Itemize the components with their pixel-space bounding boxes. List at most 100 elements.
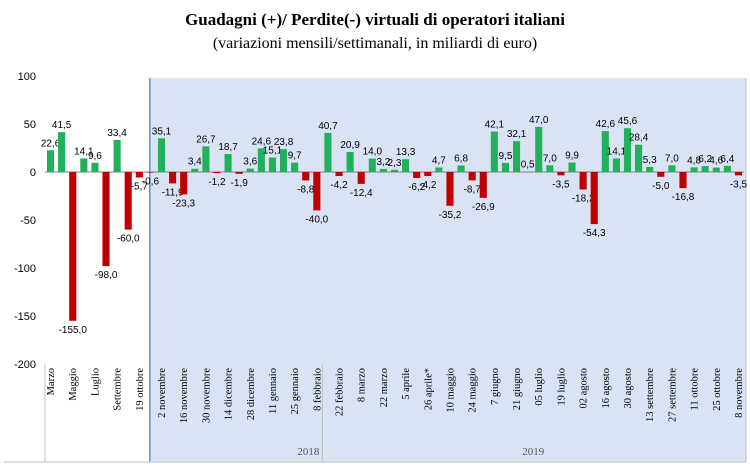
data-label: 4,8 bbox=[687, 155, 701, 166]
x-tick-label: 22 febbraio bbox=[335, 368, 346, 416]
bar bbox=[501, 162, 510, 172]
bar bbox=[734, 172, 743, 176]
bar bbox=[302, 172, 310, 181]
data-label: 0,5 bbox=[521, 160, 535, 171]
data-label: 47,0 bbox=[529, 115, 549, 126]
bar bbox=[169, 172, 177, 184]
y-tick-label: 0 bbox=[30, 167, 36, 179]
bar bbox=[568, 162, 576, 172]
bar bbox=[213, 172, 221, 174]
x-tick-label: 8 marzo bbox=[357, 368, 368, 402]
data-label: -3,5 bbox=[730, 179, 748, 190]
bar bbox=[180, 172, 188, 195]
data-label: -155,0 bbox=[59, 325, 88, 336]
data-label: 20,9 bbox=[340, 140, 360, 151]
data-label: 35,1 bbox=[152, 126, 172, 137]
bar bbox=[113, 139, 121, 172]
bar bbox=[146, 172, 154, 173]
x-tick-label: 13 settembre bbox=[645, 368, 656, 422]
x-tick-label: 26 aprile* bbox=[423, 368, 434, 410]
bar bbox=[291, 162, 299, 172]
x-tick-label: 19 luglio bbox=[556, 368, 567, 406]
bar bbox=[546, 165, 554, 172]
data-label: -6,2 bbox=[408, 182, 426, 193]
x-tick-label: Marzo bbox=[46, 368, 57, 395]
data-label: -40,0 bbox=[305, 214, 328, 225]
data-label: -60,0 bbox=[117, 234, 140, 245]
data-label: 9,5 bbox=[498, 151, 512, 162]
data-label: 40,7 bbox=[318, 121, 338, 132]
data-label: 3,4 bbox=[188, 157, 202, 168]
x-tick-label: 19 ottobre bbox=[135, 368, 146, 411]
data-label: 32,1 bbox=[507, 129, 527, 140]
bar bbox=[579, 172, 587, 190]
bar bbox=[91, 162, 99, 172]
chart-title: Guadagni (+)/ Perdite(-) virtuali di ope… bbox=[185, 10, 565, 29]
y-tick-label: -50 bbox=[20, 215, 36, 227]
bar bbox=[446, 172, 454, 206]
bar bbox=[69, 172, 77, 321]
data-label: -4,2 bbox=[419, 180, 437, 191]
bar bbox=[512, 141, 521, 172]
data-label: -54,3 bbox=[583, 228, 606, 239]
bar bbox=[246, 168, 254, 172]
x-tick-label: 8 febbraio bbox=[312, 368, 323, 411]
bar bbox=[313, 172, 321, 211]
bar bbox=[712, 167, 720, 172]
bar bbox=[268, 157, 277, 172]
data-label: -98,0 bbox=[95, 270, 118, 281]
x-tick-label: Settembre bbox=[113, 368, 124, 411]
bar bbox=[191, 168, 199, 172]
x-tick-label: 11 ottobre bbox=[690, 368, 701, 411]
bar bbox=[557, 172, 565, 176]
x-tick-label: 27 settembre bbox=[667, 368, 678, 422]
x-tick-label: 5 aprile bbox=[401, 368, 412, 400]
x-tick-label: 14 dicembre bbox=[224, 368, 235, 421]
data-label: 14,1 bbox=[74, 146, 94, 157]
data-label: -1,9 bbox=[231, 178, 249, 189]
data-label: 3,6 bbox=[243, 157, 257, 168]
data-label: 42,6 bbox=[596, 119, 616, 130]
data-label: 26,7 bbox=[196, 134, 216, 145]
data-label: -16,8 bbox=[672, 192, 695, 203]
bar bbox=[646, 166, 654, 172]
bar bbox=[723, 165, 731, 172]
bar bbox=[368, 158, 376, 172]
y-tick-label: -200 bbox=[14, 359, 36, 371]
data-label: 15,1 bbox=[263, 146, 283, 157]
data-label: -23,3 bbox=[172, 198, 195, 209]
data-label: 7,0 bbox=[665, 153, 679, 164]
bar bbox=[335, 172, 343, 177]
bar bbox=[135, 172, 143, 178]
data-label: -26,9 bbox=[472, 202, 495, 213]
data-label: -4,2 bbox=[330, 180, 348, 191]
bar bbox=[357, 172, 365, 184]
x-tick-label: 02 agosto bbox=[579, 368, 590, 409]
bar bbox=[701, 166, 709, 172]
data-label: 4,6 bbox=[709, 156, 723, 167]
x-tick-label: 2 novembre bbox=[157, 368, 168, 418]
y-tick-label: 100 bbox=[18, 71, 36, 83]
data-label: 41,5 bbox=[52, 120, 72, 131]
bar bbox=[58, 132, 66, 172]
bar bbox=[490, 131, 498, 172]
data-label: -3,5 bbox=[552, 179, 570, 190]
bar bbox=[80, 158, 88, 172]
x-tick-label: 24 maggio bbox=[468, 368, 479, 413]
bar bbox=[324, 132, 332, 172]
data-label: 23,8 bbox=[274, 137, 294, 148]
bar bbox=[457, 165, 465, 172]
data-label: 28,4 bbox=[629, 133, 649, 144]
y-tick-label: -150 bbox=[14, 311, 36, 323]
data-label: -1,2 bbox=[208, 177, 226, 188]
bar bbox=[257, 148, 265, 172]
x-tick-label: 28 dicembre bbox=[246, 368, 257, 421]
bar bbox=[668, 165, 676, 172]
data-label: 4,7 bbox=[432, 155, 446, 166]
bar bbox=[124, 172, 132, 230]
x-tick-label: 25 gennaio bbox=[290, 368, 301, 414]
data-label: 13,3 bbox=[396, 147, 416, 158]
data-label: 3,2 bbox=[376, 157, 390, 168]
shaded-region-2019 bbox=[149, 78, 747, 462]
